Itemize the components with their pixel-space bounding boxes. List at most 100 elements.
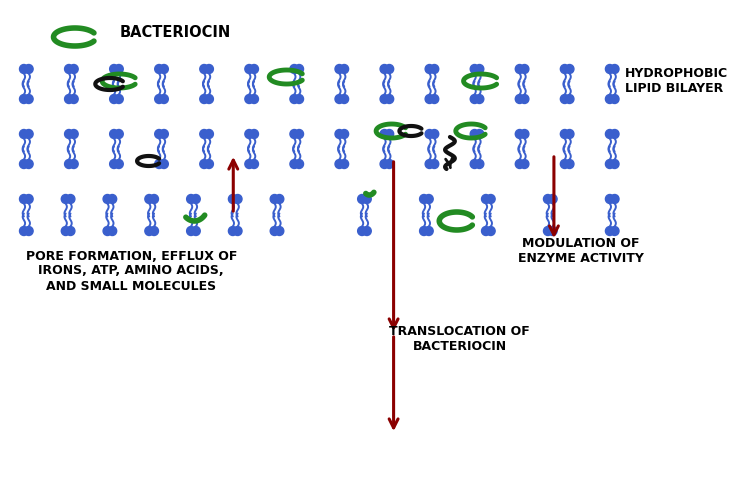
Circle shape (270, 227, 279, 236)
Circle shape (487, 227, 495, 236)
Circle shape (385, 94, 394, 103)
Circle shape (295, 130, 304, 139)
Circle shape (250, 160, 259, 169)
Circle shape (520, 130, 529, 139)
Circle shape (430, 130, 439, 139)
Circle shape (475, 64, 484, 73)
Circle shape (205, 160, 214, 169)
Circle shape (475, 160, 484, 169)
Circle shape (110, 130, 118, 139)
Circle shape (154, 160, 164, 169)
Circle shape (430, 160, 439, 169)
Circle shape (70, 160, 78, 169)
Circle shape (64, 94, 74, 103)
Circle shape (520, 64, 529, 73)
Circle shape (475, 94, 484, 103)
Circle shape (560, 64, 569, 73)
Circle shape (340, 64, 349, 73)
Circle shape (605, 64, 614, 73)
Circle shape (275, 227, 284, 236)
Circle shape (24, 195, 33, 204)
Circle shape (380, 160, 388, 169)
Circle shape (560, 94, 569, 103)
Circle shape (335, 94, 344, 103)
Circle shape (419, 195, 428, 204)
Circle shape (385, 160, 394, 169)
Circle shape (115, 130, 123, 139)
Circle shape (358, 195, 367, 204)
Circle shape (610, 195, 619, 204)
Circle shape (515, 94, 524, 103)
Circle shape (605, 195, 614, 204)
Circle shape (290, 160, 298, 169)
Circle shape (515, 64, 524, 73)
Circle shape (145, 227, 154, 236)
Circle shape (605, 94, 614, 103)
Circle shape (24, 94, 33, 103)
Circle shape (115, 160, 123, 169)
Circle shape (244, 160, 254, 169)
Circle shape (150, 227, 158, 236)
Circle shape (610, 94, 619, 103)
Circle shape (154, 130, 164, 139)
Circle shape (110, 160, 118, 169)
Circle shape (160, 130, 168, 139)
Circle shape (205, 64, 214, 73)
Circle shape (482, 195, 490, 204)
Circle shape (115, 64, 123, 73)
Circle shape (70, 130, 78, 139)
Circle shape (229, 227, 237, 236)
Circle shape (295, 94, 304, 103)
Circle shape (290, 64, 298, 73)
Circle shape (20, 195, 28, 204)
Circle shape (160, 160, 168, 169)
Circle shape (295, 160, 304, 169)
Circle shape (244, 64, 254, 73)
Text: BACTERIOCIN: BACTERIOCIN (119, 24, 231, 39)
Circle shape (560, 160, 569, 169)
Circle shape (24, 130, 33, 139)
Circle shape (425, 160, 434, 169)
Circle shape (380, 64, 388, 73)
Circle shape (335, 130, 344, 139)
Circle shape (362, 227, 371, 236)
Circle shape (340, 94, 349, 103)
Circle shape (250, 64, 259, 73)
Circle shape (425, 130, 434, 139)
Circle shape (205, 130, 214, 139)
Circle shape (566, 94, 574, 103)
Circle shape (20, 160, 28, 169)
Circle shape (154, 94, 164, 103)
Circle shape (200, 64, 208, 73)
Circle shape (66, 227, 75, 236)
Circle shape (419, 227, 428, 236)
Circle shape (482, 227, 490, 236)
Circle shape (115, 94, 123, 103)
Circle shape (154, 64, 164, 73)
Circle shape (233, 195, 242, 204)
Circle shape (200, 94, 208, 103)
Circle shape (605, 227, 614, 236)
Circle shape (200, 160, 208, 169)
Circle shape (20, 64, 28, 73)
Circle shape (229, 195, 237, 204)
Circle shape (187, 227, 196, 236)
Circle shape (358, 227, 367, 236)
Circle shape (470, 160, 479, 169)
Circle shape (520, 160, 529, 169)
Circle shape (62, 227, 70, 236)
Circle shape (605, 130, 614, 139)
Circle shape (548, 227, 557, 236)
Circle shape (470, 130, 479, 139)
Text: TRANSLOCATION OF
BACTERIOCIN: TRANSLOCATION OF BACTERIOCIN (389, 325, 530, 353)
Circle shape (187, 195, 196, 204)
Circle shape (250, 130, 259, 139)
Text: PORE FORMATION, EFFLUX OF
IRONS, ATP, AMINO ACIDS,
AND SMALL MOLECULES: PORE FORMATION, EFFLUX OF IRONS, ATP, AM… (26, 250, 237, 292)
Circle shape (362, 195, 371, 204)
Circle shape (515, 160, 524, 169)
Circle shape (24, 64, 33, 73)
Circle shape (566, 160, 574, 169)
Circle shape (275, 195, 284, 204)
Circle shape (470, 94, 479, 103)
Circle shape (64, 64, 74, 73)
